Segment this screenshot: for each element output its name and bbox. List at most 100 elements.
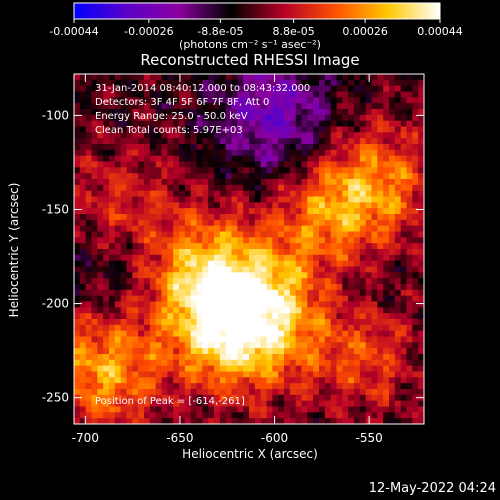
heatmap-cell xyxy=(243,348,250,355)
heatmap-cell xyxy=(412,85,419,92)
heatmap-cell xyxy=(138,354,145,361)
heatmap-cell xyxy=(406,254,413,262)
heatmap-cell xyxy=(109,179,116,186)
heatmap-cell xyxy=(196,354,203,361)
heatmap-cell xyxy=(254,319,262,326)
heatmap-cell xyxy=(400,97,407,104)
heatmap-cell xyxy=(167,400,174,407)
heatmap-cell xyxy=(307,91,314,98)
heatmap-cell xyxy=(208,208,215,215)
heatmap-cell xyxy=(336,418,343,425)
heatmap-cell xyxy=(295,319,302,326)
heatmap-cell xyxy=(365,173,372,180)
heatmap-cell xyxy=(418,284,425,291)
heatmap-cell xyxy=(383,79,390,87)
heatmap-cell xyxy=(365,365,372,372)
heatmap-cell xyxy=(289,400,297,407)
heatmap-cell xyxy=(196,126,203,133)
heatmap-cell xyxy=(214,284,221,291)
heatmap-cell xyxy=(231,284,238,291)
heatmap-cell xyxy=(324,295,332,302)
heatmap-cell xyxy=(85,412,92,419)
heatmap-cell xyxy=(295,377,302,384)
heatmap-cell xyxy=(249,144,256,151)
heatmap-cell xyxy=(132,243,139,250)
heatmap-cell xyxy=(114,219,122,227)
heatmap-cell xyxy=(173,249,180,256)
heatmap-cell xyxy=(149,418,157,425)
heatmap-cell xyxy=(138,266,145,273)
heatmap-cell xyxy=(289,120,297,127)
heatmap-cell xyxy=(394,231,402,238)
heatmap-cell xyxy=(167,371,174,378)
heatmap-cell xyxy=(412,348,419,355)
heatmap-cell xyxy=(202,394,209,402)
heatmap-cell xyxy=(324,85,332,92)
heatmap-cell xyxy=(132,161,139,168)
heatmap-cell xyxy=(237,208,244,215)
heatmap-cell xyxy=(313,149,320,157)
heatmap-cell xyxy=(225,324,232,332)
heatmap-cell xyxy=(231,132,238,139)
heatmap-cell xyxy=(173,97,180,104)
heatmap-cell xyxy=(79,371,87,378)
heatmap-cell xyxy=(167,91,174,98)
heatmap-cell xyxy=(184,74,192,81)
heatmap-cell xyxy=(91,324,98,332)
heatmap-cell xyxy=(237,237,244,244)
heatmap-cell xyxy=(348,161,355,168)
heatmap-cell xyxy=(190,149,197,157)
heatmap-cell xyxy=(394,144,402,151)
heatmap-cell xyxy=(278,190,285,197)
heatmap-cell xyxy=(161,74,168,81)
heatmap-cell xyxy=(179,167,186,174)
heatmap-cell xyxy=(284,313,291,320)
heatmap-cell xyxy=(155,354,162,361)
heatmap-cell xyxy=(400,214,407,221)
heatmap-cell xyxy=(91,377,98,384)
heatmap-cell xyxy=(103,149,110,157)
heatmap-cell xyxy=(400,278,407,285)
heatmap-cell xyxy=(149,132,157,139)
heatmap-cell xyxy=(184,313,192,320)
heatmap-cell xyxy=(330,243,337,250)
heatmap-cell xyxy=(219,342,227,349)
heatmap-cell xyxy=(155,225,162,232)
heatmap-cell xyxy=(418,418,425,425)
heatmap-cell xyxy=(324,144,332,151)
heatmap-cell xyxy=(109,400,116,407)
heatmap-cell xyxy=(377,371,384,378)
heatmap-cell xyxy=(237,190,244,197)
heatmap-cell xyxy=(208,126,215,133)
heatmap-cell xyxy=(144,184,151,192)
heatmap-cell xyxy=(155,412,162,419)
heatmap-cell xyxy=(400,155,407,162)
heatmap-cell xyxy=(348,85,355,92)
heatmap-cell xyxy=(260,126,267,133)
heatmap-cell xyxy=(132,348,139,355)
heatmap-cell xyxy=(278,202,285,209)
heatmap-cell xyxy=(190,278,197,285)
heatmap-cell xyxy=(144,161,151,168)
heatmap-cell xyxy=(85,173,92,180)
heatmap-cell xyxy=(79,389,87,396)
heatmap-cell xyxy=(161,196,168,203)
heatmap-cell xyxy=(394,359,402,367)
heatmap-cell xyxy=(202,272,209,279)
heatmap-cell xyxy=(126,394,133,402)
heatmap-cell xyxy=(383,85,390,92)
heatmap-cell xyxy=(179,342,186,349)
heatmap-cell xyxy=(272,237,279,244)
heatmap-cell xyxy=(167,97,174,104)
heatmap-cell xyxy=(179,103,186,110)
heatmap-cell xyxy=(266,120,273,127)
heatmap-cell xyxy=(377,219,384,227)
heatmap-cell xyxy=(91,214,98,221)
heatmap-cell xyxy=(295,406,302,413)
heatmap-cell xyxy=(377,354,384,361)
heatmap-cell xyxy=(149,126,157,133)
heatmap-cell xyxy=(284,167,291,174)
heatmap-cell xyxy=(301,406,308,413)
heatmap-cell xyxy=(208,348,215,355)
heatmap-cell xyxy=(278,219,285,227)
